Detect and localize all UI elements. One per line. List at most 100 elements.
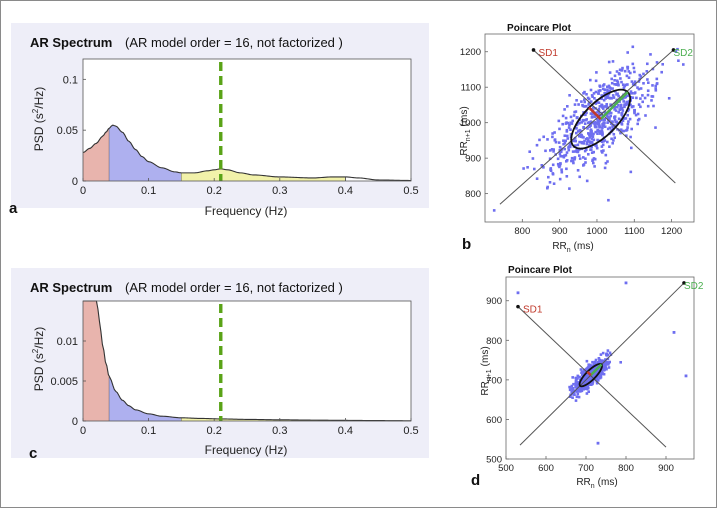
scatter-point: [591, 135, 595, 138]
scatter-point: [589, 120, 593, 123]
scatter-point: [567, 148, 571, 152]
scatter-point: [599, 353, 603, 356]
scatter-point: [556, 162, 560, 166]
scatter-point: [602, 364, 605, 367]
scatter-point: [639, 87, 643, 90]
scatter-point: [574, 399, 578, 402]
scatter-point: [566, 105, 569, 108]
scatter-point: [586, 96, 590, 100]
scatter-point: [592, 138, 596, 142]
scatter-point: [597, 109, 601, 112]
scatter-point: [538, 138, 541, 142]
panel-a: AR Spectrum (AR model order = 16, not fa…: [9, 23, 429, 218]
scatter-point: [554, 140, 558, 144]
scatter-point: [621, 109, 625, 112]
scatter-point: [650, 99, 653, 102]
scatter-point: [573, 157, 576, 161]
scatter-point: [583, 98, 586, 101]
scatter-point: [595, 146, 599, 150]
scatter-point: [638, 77, 641, 81]
panel-d-xlabel-sub: n: [591, 483, 595, 490]
scatter-point: [587, 139, 590, 143]
panel-b-xlabel-rr: RR: [552, 241, 566, 252]
scatter-point: [580, 387, 583, 390]
scatter-point: [594, 79, 598, 83]
scatter-point: [574, 381, 578, 385]
scatter-point: [631, 62, 635, 66]
panel-label-d: d: [471, 472, 480, 489]
scatter-point: [582, 156, 585, 159]
scatter-point: [552, 150, 555, 153]
panel-a-ylabel-end: /Hz): [32, 87, 46, 109]
scatter-point: [582, 136, 585, 139]
panel-b-ylabel-rr: RR: [459, 141, 470, 155]
scatter-point: [585, 179, 589, 183]
panel-c-ylabel-sup: 2: [31, 348, 40, 353]
plot-frame: [82, 300, 412, 422]
scatter-point: [644, 114, 647, 117]
scatter-point: [516, 291, 520, 295]
scatter-point: [598, 125, 602, 128]
scatter-point: [577, 395, 581, 399]
scatter-point: [595, 381, 599, 385]
scatter-point: [655, 61, 659, 64]
scatter-point: [569, 115, 573, 119]
scatter-point: [583, 122, 587, 125]
scatter-point: [583, 100, 586, 104]
scatter-point: [575, 390, 578, 393]
scatter-point: [604, 97, 607, 100]
scatter-point: [608, 145, 611, 148]
y-tick-label: 1200: [460, 47, 481, 58]
panel-d-xlabel-rr: RR: [576, 477, 590, 488]
scatter-point: [609, 103, 612, 106]
scatter-point: [600, 97, 603, 101]
scatter-point: [575, 123, 579, 127]
scatter-point: [589, 100, 593, 103]
scatter-point: [608, 126, 612, 130]
scatter-point: [533, 167, 536, 171]
x-tick-label: 0.1: [141, 185, 156, 197]
panel-d-ylabel-sub: n+1: [486, 369, 493, 381]
scatter-point: [590, 132, 594, 136]
scatter-point: [588, 132, 591, 135]
scatter-point: [602, 372, 606, 376]
scatter-point: [564, 153, 568, 157]
scatter-point: [588, 366, 592, 369]
panel-d-title: Poincare Plot: [508, 265, 573, 276]
panel-a-ylabel: PSD (s2/Hz): [31, 87, 46, 151]
scatter-point: [564, 139, 567, 143]
scatter-point: [601, 132, 604, 135]
scatter-point: [633, 108, 636, 112]
scatter-point: [607, 198, 610, 202]
scatter-point: [622, 100, 625, 103]
scatter-point: [633, 80, 637, 83]
scatter-point: [612, 133, 616, 136]
band-lf-area: [109, 125, 182, 181]
scatter-point: [549, 169, 553, 172]
sd2-vector: [599, 91, 629, 121]
scatter-point: [563, 141, 567, 145]
scatter-point: [654, 89, 658, 92]
x-tick-label: 0.5: [403, 425, 418, 437]
scatter-point: [565, 151, 569, 154]
scatter-point: [568, 123, 571, 127]
scatter-point: [622, 129, 625, 133]
sd1-vector: [586, 370, 592, 377]
scatter-point: [558, 145, 562, 149]
scatter-point: [596, 129, 599, 133]
panel-label-a: a: [9, 200, 18, 217]
scatter-point: [622, 86, 626, 89]
panel-d-ylabel-rr: RR: [480, 381, 491, 395]
scatter-point: [568, 94, 571, 97]
scatter-point: [601, 123, 604, 126]
scatter-point: [574, 385, 578, 389]
scatter-point: [603, 368, 606, 372]
scatter-point: [559, 150, 563, 153]
scatter-point: [583, 139, 586, 143]
scatter-point: [594, 371, 597, 375]
scatter-point: [606, 115, 610, 119]
scatter-point: [608, 116, 611, 120]
scatter-point: [590, 129, 593, 133]
scatter-point: [590, 140, 594, 144]
scatter-point: [607, 366, 611, 369]
